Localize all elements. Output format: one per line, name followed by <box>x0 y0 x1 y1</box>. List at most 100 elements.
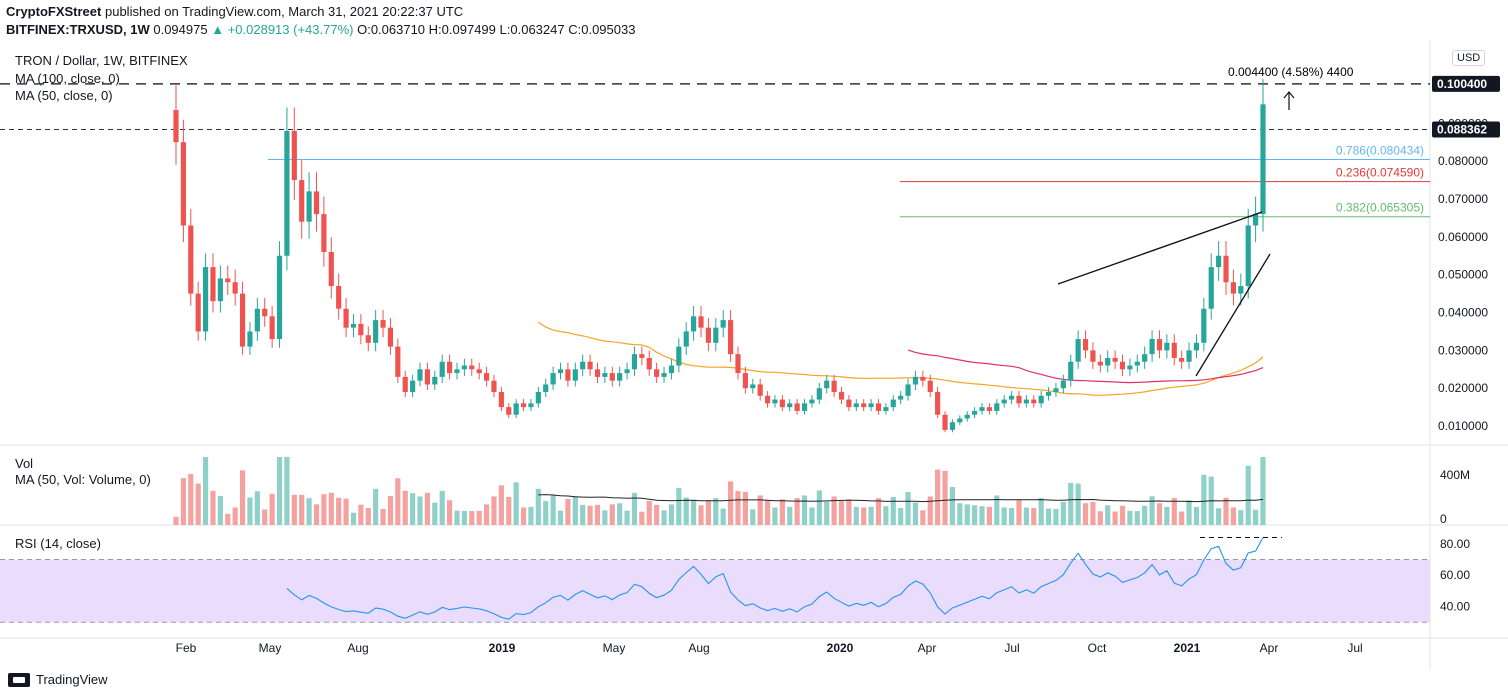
price-chart[interactable]: 0.786(0.080434) 0.236(0.074590) 0.382(0.06… <box>0 40 1508 670</box>
candle <box>239 293 246 347</box>
candle <box>1142 354 1148 362</box>
candle <box>1082 339 1089 351</box>
publisher-name: CryptoFXStreet <box>6 4 102 19</box>
rsi-band <box>0 559 1430 623</box>
volume-bar <box>602 510 608 525</box>
price-label-text: 0.100400 <box>1437 77 1487 91</box>
candle <box>387 327 394 347</box>
currency-button[interactable]: USD <box>1452 50 1486 66</box>
candle <box>1016 395 1022 404</box>
fib-label: 0.382(0.065305) <box>1336 201 1424 215</box>
candle <box>284 130 290 256</box>
candle <box>520 403 527 408</box>
candle <box>1245 225 1251 287</box>
candle <box>1179 357 1185 362</box>
candle <box>1119 361 1126 370</box>
volume-bar <box>1127 510 1133 525</box>
candle <box>920 376 926 381</box>
volume-bar <box>875 498 882 525</box>
volume-bar <box>299 494 305 525</box>
candle <box>787 403 793 408</box>
volume-bar <box>831 496 837 525</box>
volume-bar <box>498 485 504 525</box>
price-label-badge <box>1432 121 1500 138</box>
candle <box>617 373 623 381</box>
candle <box>483 373 490 381</box>
candle <box>1186 350 1192 362</box>
volume-bar <box>447 500 453 525</box>
volume-bar <box>276 457 283 525</box>
candle <box>594 369 601 377</box>
candle <box>469 365 475 370</box>
volume-bar <box>188 474 194 525</box>
candle <box>321 214 327 252</box>
candle <box>949 422 956 430</box>
volume-bar <box>942 470 948 525</box>
measure-annotation: 0.004400 (4.58%) 4400 <box>1228 65 1354 79</box>
candle <box>417 369 423 381</box>
volume-bar <box>1171 498 1177 525</box>
candle <box>254 308 260 332</box>
candle <box>713 327 719 343</box>
candle <box>572 369 578 381</box>
candle <box>454 369 460 374</box>
volume-bar <box>454 510 460 525</box>
candle <box>491 380 497 393</box>
volume-bar <box>491 496 497 525</box>
candle <box>816 388 822 400</box>
candle <box>195 293 201 332</box>
candle <box>698 316 704 328</box>
wedge-lower-trendline <box>1195 253 1271 377</box>
volume-bar <box>358 504 364 525</box>
volume-bar <box>291 494 297 525</box>
volume-bar <box>1134 511 1140 525</box>
candle <box>247 331 253 347</box>
volume-bar <box>1179 511 1185 525</box>
time-tick-label: Aug <box>347 641 368 655</box>
candle <box>1105 357 1111 366</box>
candle <box>853 403 859 408</box>
volume-bar <box>1193 506 1200 525</box>
candle <box>1164 342 1170 351</box>
volume-bar <box>365 508 371 525</box>
candle <box>957 418 963 423</box>
candle <box>291 130 297 181</box>
volume-bar <box>513 482 519 525</box>
volume-bar <box>313 504 320 525</box>
rsi-line <box>286 537 1264 620</box>
ohlc-high: H:0.097499 <box>428 22 496 37</box>
volume-bar <box>557 510 564 525</box>
volume-bar <box>905 491 911 525</box>
volume-bar <box>262 509 268 525</box>
candle <box>380 320 386 328</box>
volume-bar <box>957 503 963 525</box>
candle <box>276 255 283 340</box>
volume-bar <box>994 495 1000 525</box>
volume-bar <box>195 483 201 525</box>
volume-bar <box>594 504 601 525</box>
candle <box>942 414 948 430</box>
volume-bar <box>683 497 689 525</box>
volume-bar <box>1201 474 1207 525</box>
candle <box>831 380 837 393</box>
volume-bar <box>1238 510 1244 525</box>
candle <box>691 316 697 332</box>
volume-bar <box>402 490 408 525</box>
volume-bar <box>1164 506 1170 525</box>
candle <box>188 225 194 294</box>
legend-volume-ma: MA (50, Vol: Volume, 0) <box>15 472 151 487</box>
volume-bar <box>779 499 785 525</box>
volume-bar <box>728 481 734 525</box>
candle <box>979 407 985 411</box>
volume-bar <box>1075 483 1081 525</box>
legend-ma50: MA (50, close, 0) <box>15 88 113 103</box>
candle <box>668 365 675 374</box>
symbol-info: BITFINEX:TRXUSD, 1W <box>6 22 150 37</box>
time-tick-label: Oct <box>1088 641 1107 655</box>
candle <box>217 278 223 302</box>
volume-bar <box>824 501 830 525</box>
volume-bar <box>321 494 327 525</box>
candle <box>447 361 453 374</box>
volume-bar <box>816 490 822 525</box>
candle <box>624 369 630 374</box>
